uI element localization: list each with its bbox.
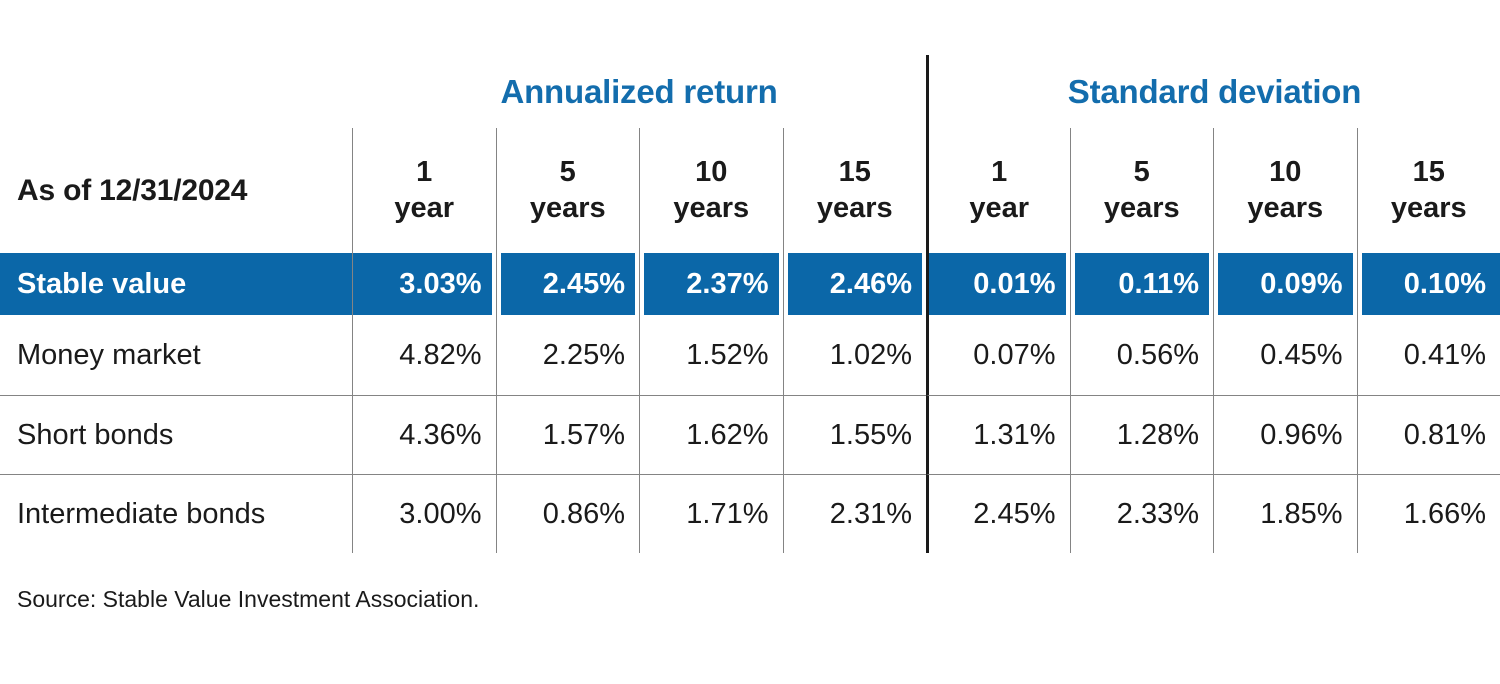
table-cell: 1.31% — [926, 395, 1070, 474]
column-header-line2: years — [1103, 191, 1180, 224]
column-header-line2: year — [969, 191, 1030, 224]
column-header-return-10-years: 10 years — [639, 128, 783, 253]
column-header-line2: year — [394, 191, 455, 224]
row-label-short-bonds: Short bonds — [0, 395, 352, 474]
group-header-spacer — [0, 55, 352, 128]
row-label-money-market: Money market — [17, 338, 201, 371]
column-header-line2: years — [1247, 191, 1324, 224]
table-cell: 1.02% — [782, 315, 927, 395]
table-cell: 1.28% — [1069, 395, 1213, 474]
table-cell: 0.81% — [1356, 395, 1500, 474]
table-cell: 0.56% — [1069, 315, 1214, 395]
column-header-return-1-year: 1 year — [352, 128, 496, 253]
column-header-return-5-years: 5 years — [495, 128, 640, 253]
column-header-line1: 1 — [416, 156, 433, 189]
column-header-stdev-1-year: 1 year — [926, 128, 1070, 253]
table-cell: 1.62% — [639, 395, 783, 474]
returns-table: Annualized return Standard deviation As … — [0, 55, 1500, 553]
table-cell: 0.96% — [1213, 395, 1357, 474]
table-cell: 2.33% — [1069, 474, 1213, 553]
table-cell: 2.31% — [782, 474, 926, 553]
column-header-line2: years — [529, 191, 606, 224]
table-cell: 2.25% — [495, 315, 640, 395]
table-cell: 2.45% — [926, 474, 1070, 553]
column-header-line2: years — [816, 191, 893, 224]
table-cell: 2.46% — [782, 253, 926, 315]
table-cell: 0.45% — [1213, 315, 1357, 395]
column-header-line1: 15 — [1412, 156, 1445, 189]
source-attribution: Source: Stable Value Investment Associat… — [17, 586, 480, 612]
table-cell: 1.55% — [782, 395, 926, 474]
column-header-line1: 1 — [991, 156, 1008, 189]
group-header-label: Standard deviation — [1067, 72, 1362, 110]
table-cell: 2.37% — [639, 253, 783, 315]
row-label-stable-value: Stable value — [0, 253, 352, 315]
table-cell: 4.36% — [352, 395, 496, 474]
column-header-line2: years — [1390, 191, 1467, 224]
table-cell: 0.11% — [1069, 253, 1213, 315]
table-cell: 1.57% — [495, 395, 639, 474]
table-cell: 2.45% — [495, 253, 639, 315]
table-cell: 0.09% — [1213, 253, 1357, 315]
row-label-intermediate-bonds: Intermediate bonds — [0, 474, 352, 553]
group-header-annualized-return: Annualized return — [352, 55, 926, 128]
table-cell: 0.07% — [926, 315, 1070, 395]
table-cell: 0.10% — [1356, 253, 1500, 315]
column-header-line1: 5 — [559, 156, 576, 189]
column-header-line1: 5 — [1133, 156, 1150, 189]
as-of-date-label: As of 12/31/2024 — [17, 173, 248, 207]
group-header-standard-deviation: Standard deviation — [926, 55, 1500, 128]
table-cell: 0.41% — [1356, 315, 1500, 395]
column-header-line1: 10 — [1269, 156, 1302, 189]
table-cell: 3.00% — [352, 474, 496, 553]
column-header-return-15-years: 15 years — [782, 128, 927, 253]
table-cell: 0.01% — [926, 253, 1070, 315]
table-cell: 0.86% — [495, 474, 639, 553]
column-header-stdev-10-years: 10 years — [1213, 128, 1357, 253]
table-cell: 1.52% — [639, 315, 783, 395]
table-cell: 1.66% — [1356, 474, 1500, 553]
column-header-line1: 15 — [838, 156, 871, 189]
table-cell: 4.82% — [352, 315, 496, 395]
table-cell: 1.71% — [639, 474, 783, 553]
table-cell: 3.03% — [352, 253, 496, 315]
table-cell: 1.85% — [1213, 474, 1357, 553]
column-header-line2: years — [673, 191, 750, 224]
column-header-line1: 10 — [695, 156, 728, 189]
column-header-stdev-5-years: 5 years — [1069, 128, 1214, 253]
column-header-stdev-15-years: 15 years — [1356, 128, 1500, 253]
group-header-label: Annualized return — [500, 72, 778, 110]
